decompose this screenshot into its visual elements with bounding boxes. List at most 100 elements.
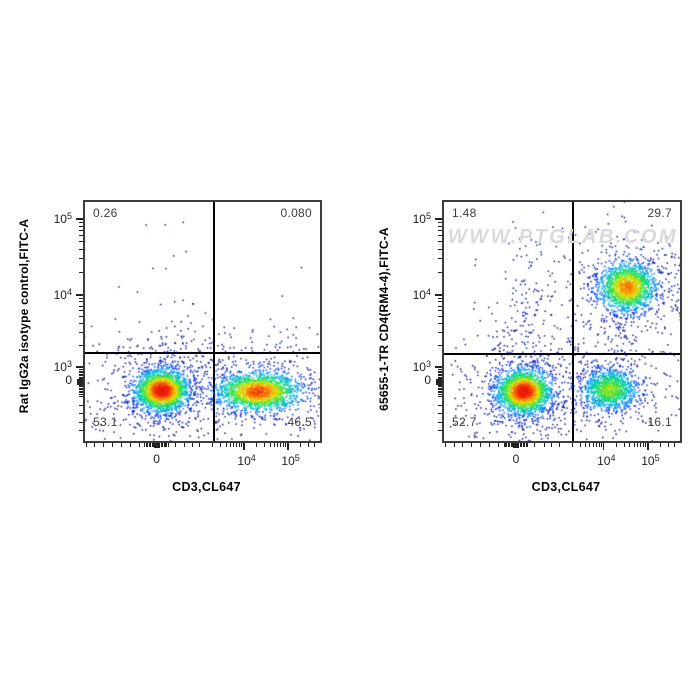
y-minor-tick <box>438 372 442 374</box>
y-minor-tick <box>438 248 442 250</box>
x-minor-tick <box>503 443 505 447</box>
y-tick-label: 103 <box>412 358 431 374</box>
y-minor-tick <box>79 235 83 237</box>
y-minor-tick <box>438 413 442 415</box>
y-minor-tick <box>79 241 83 243</box>
x-tick-label: 0 <box>512 452 520 466</box>
x-major-tick <box>243 443 245 450</box>
y-minor-tick <box>438 421 442 423</box>
quadrant-stat-lower-left: 53.1 <box>93 415 118 429</box>
x-minor-tick <box>174 443 176 447</box>
y-minor-tick <box>79 221 83 223</box>
x-minor-tick <box>285 443 287 447</box>
x-minor-tick <box>510 443 512 447</box>
y-minor-tick <box>438 301 442 303</box>
y-tick-label: 0 <box>424 373 431 387</box>
y-minor-tick <box>438 384 442 386</box>
x-minor-tick <box>585 443 587 447</box>
y-minor-tick <box>438 430 442 432</box>
x-minor-tick <box>256 443 258 447</box>
x-major-tick <box>646 443 649 450</box>
y-minor-tick <box>438 380 442 381</box>
y-minor-tick <box>438 375 442 377</box>
x-minor-tick <box>640 443 642 447</box>
y-minor-tick <box>79 387 83 389</box>
x-minor-tick <box>157 443 159 447</box>
plot-area-right: 1.48 29.7 52.7 16.1 <box>442 200 682 443</box>
x-minor-tick <box>525 443 527 447</box>
quadrant-stat-lower-right: 16.1 <box>647 415 672 429</box>
x-minor-tick <box>85 443 87 447</box>
x-minor-tick <box>233 443 235 447</box>
x-tick-label: 104 <box>237 453 256 468</box>
quadrant-stat-upper-right: 0.080 <box>280 206 312 220</box>
x-minor-tick <box>616 443 618 447</box>
y-minor-tick <box>79 386 83 388</box>
plot-area-left: 0.26 0.080 53.1 46.5 <box>83 200 322 443</box>
y-minor-tick <box>79 413 83 415</box>
y-minor-tick <box>79 344 83 346</box>
x-minor-tick <box>225 443 227 447</box>
x-minor-tick <box>516 443 518 447</box>
x-minor-tick <box>236 443 238 447</box>
y-tick-label: 105 <box>412 210 431 226</box>
x-minor-tick <box>112 443 114 447</box>
x-minor-tick <box>489 443 491 447</box>
x-minor-tick <box>159 443 161 447</box>
quadrant-stat-lower-right: 46.5 <box>287 415 312 429</box>
y-minor-tick <box>438 305 442 307</box>
x-minor-tick <box>166 443 168 447</box>
y-minor-tick <box>79 390 83 392</box>
y-minor-tick <box>438 344 442 346</box>
quadrant-stat-upper-right: 29.7 <box>647 206 672 220</box>
y-minor-tick <box>438 404 442 406</box>
x-major-tick <box>602 443 605 450</box>
x-minor-tick <box>238 443 240 447</box>
x-minor-tick <box>147 443 149 447</box>
y-major-tick <box>435 218 442 220</box>
x-minor-tick <box>300 443 302 447</box>
y-zero-tick <box>77 379 83 385</box>
y-major-tick <box>76 366 83 368</box>
x-minor-tick <box>543 443 545 447</box>
x-minor-tick <box>644 443 646 447</box>
x-minor-tick <box>521 443 523 447</box>
y-major-tick <box>76 218 83 220</box>
y-minor-tick <box>438 378 442 380</box>
y-minor-tick <box>79 396 83 398</box>
y-minor-tick <box>79 258 83 260</box>
x-minor-tick <box>512 443 514 447</box>
x-minor-tick <box>579 443 581 447</box>
y-minor-tick <box>79 305 83 307</box>
x-minor-tick <box>623 443 625 447</box>
x-minor-tick <box>600 443 602 447</box>
quadrant-stat-upper-left: 1.48 <box>452 206 477 220</box>
x-minor-tick <box>148 443 150 447</box>
y-minor-tick <box>438 373 442 375</box>
x-minor-tick <box>519 443 521 447</box>
y-minor-tick <box>438 392 442 394</box>
y-minor-tick <box>79 297 83 299</box>
quadrant-stat-upper-left: 0.26 <box>93 206 118 220</box>
x-zero-tick <box>512 443 519 448</box>
x-minor-tick <box>162 443 164 447</box>
y-minor-tick <box>438 297 442 299</box>
x-minor-tick <box>642 443 644 447</box>
x-minor-tick <box>138 443 140 447</box>
x-minor-tick <box>120 443 122 447</box>
x-minor-tick <box>462 443 464 447</box>
x-minor-tick <box>589 443 591 447</box>
x-minor-tick <box>509 443 511 447</box>
y-minor-tick <box>438 258 442 260</box>
x-tick-label: 104 <box>597 453 616 468</box>
scatter-canvas-right <box>444 202 680 441</box>
scatter-canvas-left <box>85 202 320 441</box>
y-tick-label: 104 <box>412 287 431 302</box>
y-minor-tick <box>438 230 442 232</box>
x-minor-tick <box>595 443 597 447</box>
x-minor-tick <box>633 443 635 447</box>
y-minor-tick <box>79 310 83 312</box>
x-minor-tick <box>551 443 553 447</box>
x-tick-label: 0 <box>153 452 160 466</box>
y-tick-label: 103 <box>53 358 72 374</box>
